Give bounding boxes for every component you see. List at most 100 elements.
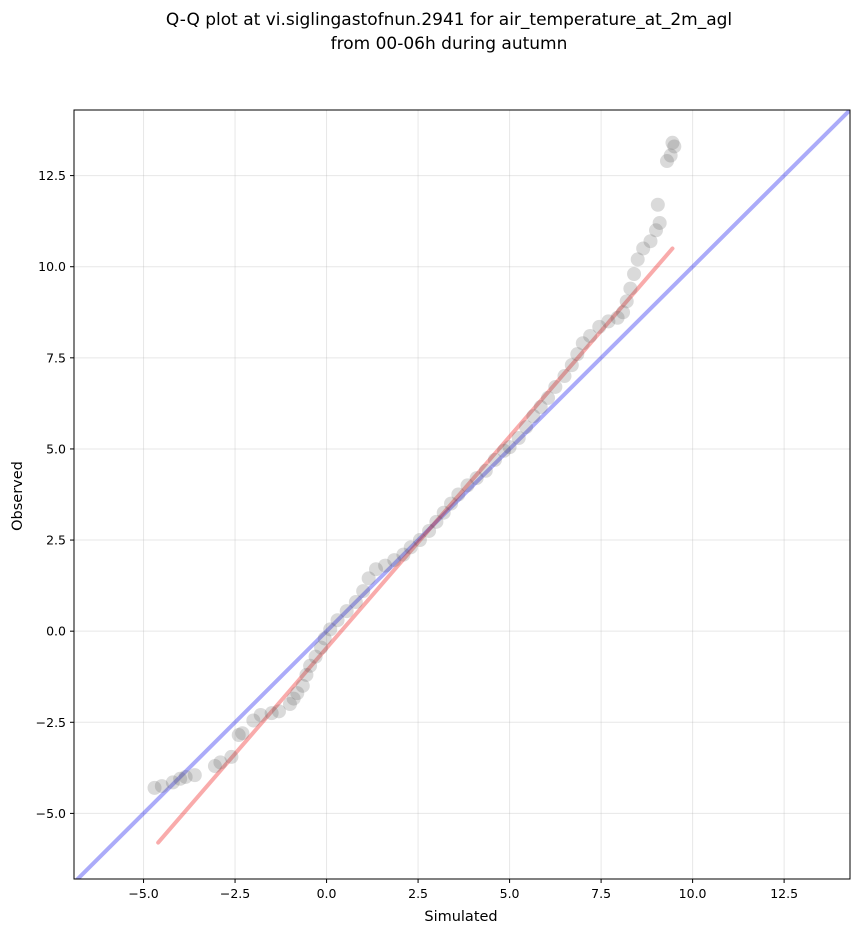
x-axis-ticks: −5.0 −2.5 0.0 2.5 5.0 7.5 10.0 12.5 bbox=[128, 879, 798, 901]
x-tick-label: 2.5 bbox=[408, 886, 428, 901]
data-point bbox=[422, 523, 437, 538]
data-point bbox=[339, 604, 354, 619]
data-point bbox=[436, 505, 451, 520]
data-point bbox=[557, 369, 572, 384]
data-point bbox=[623, 281, 638, 296]
data-point bbox=[173, 771, 188, 786]
data-point bbox=[264, 706, 279, 721]
data-point bbox=[231, 728, 246, 743]
data-point bbox=[286, 691, 301, 706]
data-points bbox=[147, 135, 682, 795]
y-tick-label: 7.5 bbox=[46, 350, 66, 365]
data-point bbox=[147, 780, 162, 795]
y-tick-label: 10.0 bbox=[38, 259, 66, 274]
data-point bbox=[429, 514, 444, 529]
data-point bbox=[444, 496, 459, 511]
data-point bbox=[314, 640, 329, 655]
data-point bbox=[460, 478, 475, 493]
data-point bbox=[154, 779, 169, 794]
data-point bbox=[575, 336, 590, 351]
data-point bbox=[207, 759, 222, 774]
y-tick-label: 5.0 bbox=[46, 441, 66, 456]
data-point bbox=[619, 294, 634, 309]
x-tick-label: 10.0 bbox=[679, 886, 707, 901]
data-point bbox=[253, 707, 268, 722]
data-point bbox=[663, 148, 678, 163]
data-point bbox=[487, 452, 502, 467]
data-point bbox=[165, 775, 180, 790]
data-point bbox=[299, 667, 314, 682]
data-point bbox=[323, 622, 338, 637]
data-point bbox=[526, 409, 541, 424]
data-point bbox=[610, 310, 625, 325]
data-point bbox=[178, 769, 193, 784]
grid-lines bbox=[74, 110, 850, 879]
data-point bbox=[649, 223, 663, 238]
data-point bbox=[271, 704, 286, 719]
data-point bbox=[403, 540, 418, 555]
data-point bbox=[667, 139, 682, 154]
data-point bbox=[478, 463, 493, 478]
x-tick-label: 12.5 bbox=[770, 886, 798, 901]
x-tick-label: 7.5 bbox=[591, 886, 611, 901]
data-point bbox=[650, 197, 665, 212]
plot-area-frame bbox=[73, 109, 851, 880]
data-point bbox=[187, 768, 202, 783]
data-point bbox=[659, 154, 674, 169]
data-point bbox=[213, 755, 228, 770]
y-tick-label: 12.5 bbox=[38, 168, 66, 183]
data-point bbox=[246, 713, 261, 728]
data-point bbox=[224, 749, 239, 764]
data-point bbox=[564, 358, 579, 373]
x-tick-label: −5.0 bbox=[128, 886, 158, 901]
data-point bbox=[378, 558, 393, 573]
data-point bbox=[497, 443, 512, 458]
data-point bbox=[616, 305, 631, 320]
data-point bbox=[387, 553, 402, 568]
identity-line bbox=[74, 110, 850, 879]
data-point bbox=[356, 584, 371, 599]
data-point bbox=[348, 595, 363, 610]
data-point bbox=[601, 314, 616, 329]
data-point bbox=[592, 319, 607, 334]
chart-subtitle: from 00-06h during autumn bbox=[331, 34, 568, 54]
data-point bbox=[643, 234, 658, 249]
y-axis-label: Observed bbox=[10, 461, 26, 531]
data-point bbox=[627, 267, 642, 282]
data-point bbox=[583, 328, 598, 343]
data-point bbox=[412, 533, 427, 548]
data-point bbox=[548, 379, 563, 394]
data-point bbox=[502, 440, 517, 455]
data-point bbox=[519, 420, 534, 435]
fit-line bbox=[156, 246, 675, 845]
data-point bbox=[282, 697, 297, 712]
chart-title: Q-Q plot at vi.siglingastofnun.2941 for … bbox=[166, 10, 732, 30]
data-point bbox=[652, 215, 667, 230]
data-point bbox=[451, 487, 466, 502]
reference-lines bbox=[74, 110, 850, 879]
data-point bbox=[469, 471, 484, 486]
data-point bbox=[317, 631, 332, 646]
data-point bbox=[396, 547, 411, 562]
data-point bbox=[541, 390, 556, 405]
data-point bbox=[368, 562, 383, 577]
data-point bbox=[290, 686, 305, 701]
data-point bbox=[511, 431, 526, 446]
data-point bbox=[665, 135, 680, 150]
x-tick-label: −2.5 bbox=[220, 886, 250, 901]
y-tick-label: 2.5 bbox=[46, 533, 66, 548]
y-tick-label: 0.0 bbox=[46, 624, 66, 639]
x-tick-label: 0.0 bbox=[317, 886, 337, 901]
y-tick-label: −5.0 bbox=[36, 806, 66, 821]
data-point bbox=[308, 649, 323, 664]
data-point bbox=[235, 726, 250, 741]
y-axis-ticks: −5.0 −2.5 0.0 2.5 5.0 7.5 10.0 12.5 bbox=[36, 168, 74, 821]
data-point bbox=[533, 400, 548, 415]
data-point bbox=[303, 658, 318, 673]
x-axis-label: Simulated bbox=[424, 909, 497, 925]
y-tick-label: −2.5 bbox=[36, 715, 66, 730]
data-point bbox=[570, 347, 585, 362]
data-point bbox=[295, 678, 310, 693]
data-point bbox=[630, 252, 645, 267]
